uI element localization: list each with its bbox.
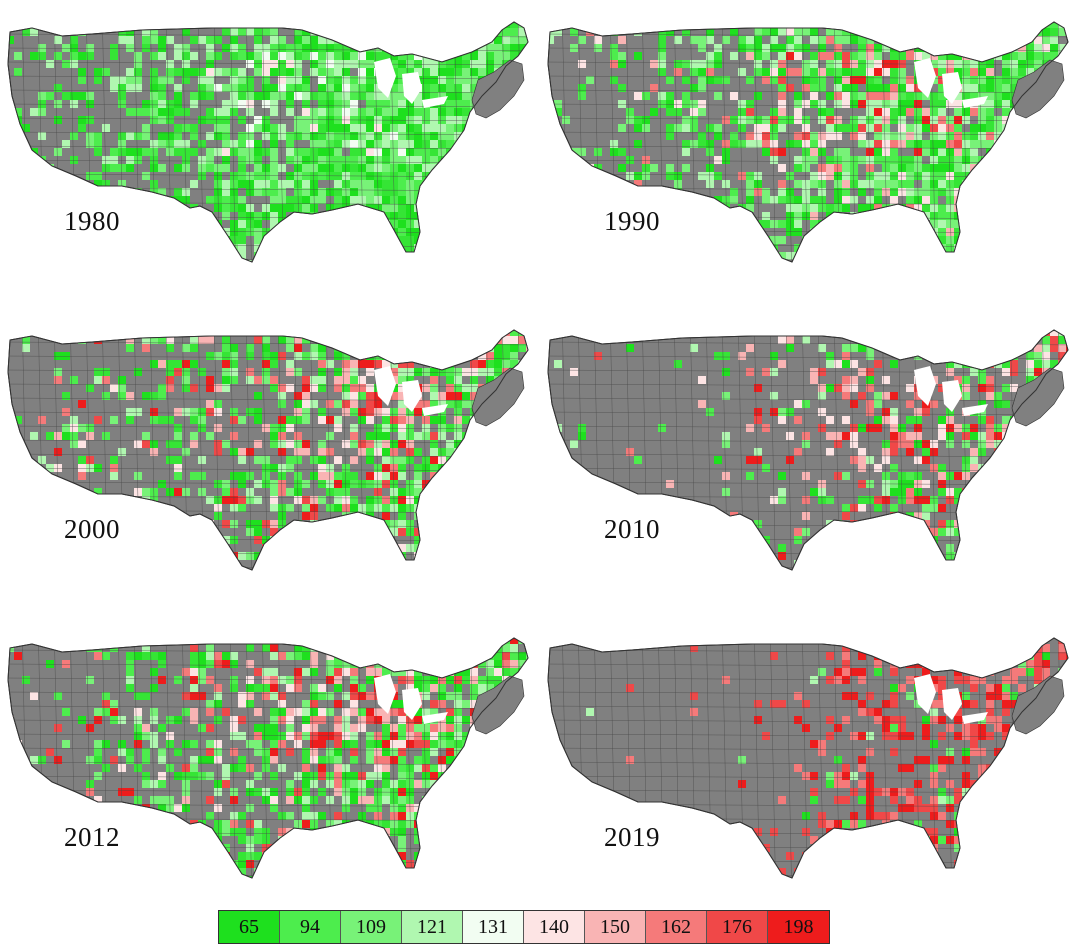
legend-bin-109: 109: [341, 911, 402, 943]
us-county-map: [7, 329, 529, 571]
great-lakes: [914, 674, 988, 724]
legend-bin-131: 131: [463, 911, 524, 943]
map-panel-1990: 1990: [542, 0, 1082, 290]
northeast-region: [1011, 59, 1065, 119]
legend-bin-176: 176: [707, 911, 768, 943]
northeast-region: [471, 59, 525, 119]
us-county-map: [547, 637, 1069, 879]
legend-bin-65: 65: [219, 911, 280, 943]
northeast-region: [471, 675, 525, 735]
us-county-map: [547, 21, 1069, 263]
legend-bin-140: 140: [524, 911, 585, 943]
year-label: 2019: [604, 822, 660, 852]
great-lakes: [374, 58, 448, 108]
us-county-map: [7, 21, 529, 263]
northeast-region: [1011, 675, 1065, 735]
us-county-map: [547, 329, 1069, 571]
northeast-region: [1011, 367, 1065, 427]
map-panel-2000: 2000: [2, 308, 542, 598]
color-legend: 65 94 109 121 131 140 150 162 176 198: [218, 910, 830, 944]
year-label: 2012: [64, 822, 120, 852]
great-lakes: [914, 366, 988, 416]
map-panel-1980: 1980: [2, 0, 542, 290]
year-label: 2000: [64, 514, 120, 544]
northeast-region: [471, 367, 525, 427]
great-lakes: [374, 366, 448, 416]
legend-bin-121: 121: [402, 911, 463, 943]
map-panel-2012: 2012: [2, 616, 542, 906]
map-panel-2010: 2010: [542, 308, 1082, 598]
year-label: 1990: [604, 206, 660, 236]
legend-bin-94: 94: [280, 911, 341, 943]
great-lakes: [914, 58, 988, 108]
legend-bin-150: 150: [585, 911, 646, 943]
year-label: 2010: [604, 514, 660, 544]
us-county-map: [7, 637, 529, 879]
map-panel-2019: 2019: [542, 616, 1082, 906]
legend-bin-162: 162: [646, 911, 707, 943]
great-lakes: [374, 674, 448, 724]
year-label: 1980: [64, 206, 120, 236]
legend-bin-198: 198: [768, 911, 829, 943]
